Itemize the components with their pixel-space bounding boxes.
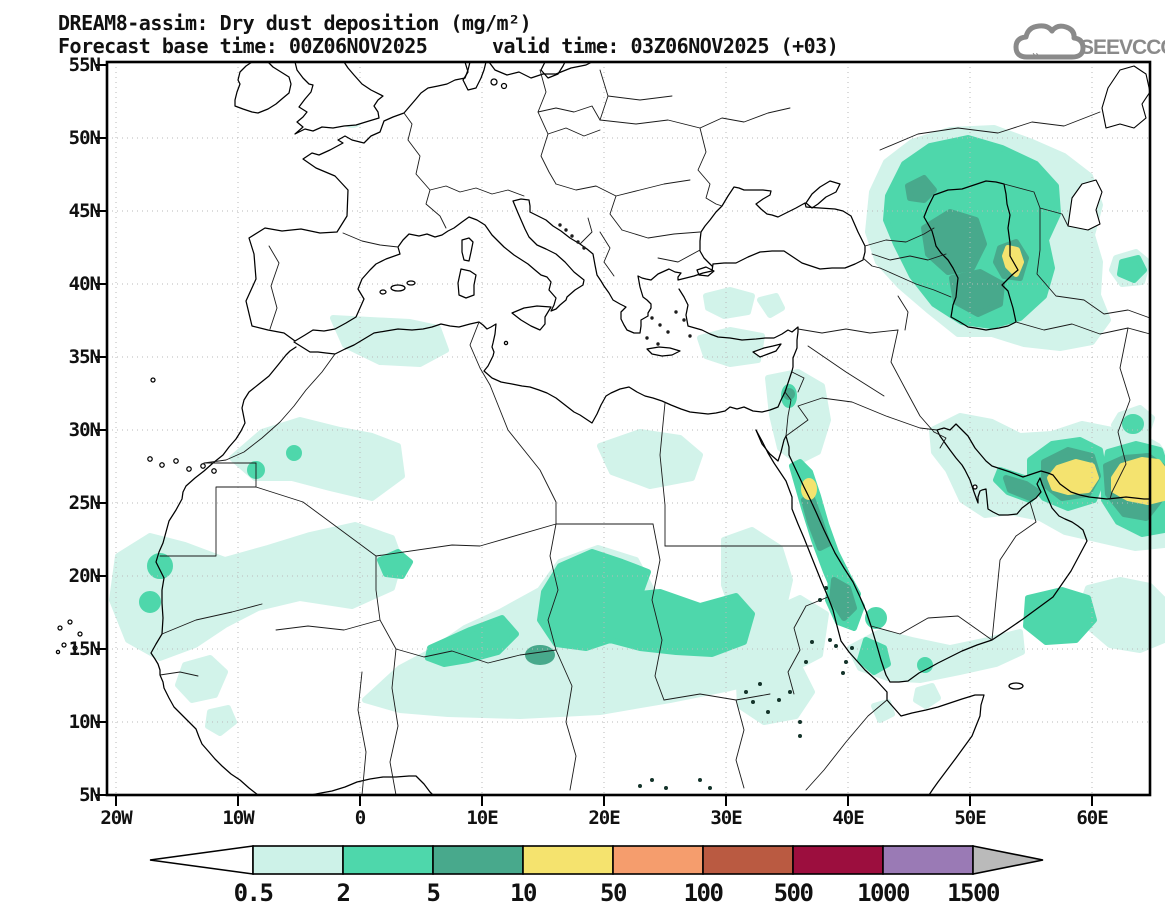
lon-tickmarks <box>115 795 1093 806</box>
colorbar-over-arrow <box>972 845 1044 875</box>
coast-denmark <box>462 61 487 91</box>
lat-tick-label: 30N <box>69 419 101 441</box>
colorbar-segment <box>252 845 344 875</box>
coast-baltic <box>488 61 593 79</box>
borders-layer <box>159 69 1151 796</box>
lon-tick-label: 10W <box>222 807 255 829</box>
island-sardinia <box>457 268 477 299</box>
colorbar-segment <box>792 845 884 875</box>
lake-aral-north <box>1101 65 1151 129</box>
lat-tick-label: 10N <box>69 711 101 733</box>
lake-aral-west <box>1067 179 1103 231</box>
header: DREAM8-assim: Dry dust deposition (mg/m²… <box>58 11 1165 64</box>
coast-sweden-tip <box>540 61 566 79</box>
coast-atlantic-africa <box>150 346 297 796</box>
coast-gulf-of-guinea <box>310 775 434 796</box>
colorbar-segment <box>612 845 704 875</box>
colorbar-tick-label: 1000 <box>857 879 910 907</box>
colorbar-segment <box>702 845 794 875</box>
island-malta <box>503 340 509 346</box>
colorbar-tick-label: 0.5 <box>234 879 273 907</box>
lon-tick-label: 40E <box>832 807 864 829</box>
coastlines-layer <box>150 61 1151 796</box>
coast-sea-of-marmara <box>696 266 715 277</box>
coast-iberia-nw-europe <box>245 61 471 342</box>
lat-tick-label: 5N <box>79 784 100 806</box>
forecast-base-time: Forecast base time: 00Z06NOV2025 <box>58 34 427 58</box>
coast-arabia <box>785 429 1088 683</box>
seevccc-logo: » SEEVCCC <box>1013 23 1165 64</box>
island-specks <box>558 223 692 346</box>
colorbar-segment <box>882 845 974 875</box>
colorbar-labels: 0.5 2 5 10 50 100 500 1000 1500 <box>234 879 1002 907</box>
coast-sinai <box>755 429 787 462</box>
island-mallorca <box>390 284 406 292</box>
colorbar-tick-label: 100 <box>684 879 724 907</box>
island-madeira <box>150 377 156 383</box>
coast-sea-of-azov <box>805 180 841 209</box>
coast-iran-gulf <box>936 423 1151 500</box>
coast-black-sea <box>699 186 866 270</box>
coast-redsea-west-somalia <box>755 429 985 796</box>
lon-tick-label: 60E <box>1076 807 1108 829</box>
page-title: DREAM8-assim: Dry dust deposition (mg/m²… <box>58 11 531 35</box>
colorbar-segment <box>342 845 434 875</box>
lon-tick-label: 0 <box>355 807 366 829</box>
lat-axis-labels: 55N 50N 45N 40N 35N 30N 25N 20N 15N 10N … <box>69 54 102 806</box>
coast-anatolia-levant-nafrica <box>293 288 799 424</box>
lat-tick-label: 15N <box>69 638 101 660</box>
lat-tick-label: 25N <box>69 492 101 514</box>
colorbar-segment <box>432 845 524 875</box>
colorbar-tick-label: 500 <box>774 879 814 907</box>
island-corsica <box>461 237 474 262</box>
valid-time: valid time: 03Z06NOV2025 (+03) <box>492 34 838 58</box>
colorbar-tick-label: 10 <box>510 879 537 907</box>
colorbar-tick-label: 1500 <box>947 879 1000 907</box>
lat-tick-label: 20N <box>69 565 101 587</box>
island-cyprus <box>752 343 782 358</box>
colorbar-tick-label: 5 <box>427 879 440 907</box>
lon-tick-label: 20E <box>588 807 620 829</box>
island-ireland <box>234 61 292 114</box>
colorbar-segment <box>522 845 614 875</box>
danish-islands <box>490 78 508 90</box>
island-menorca <box>406 280 416 286</box>
lat-tick-label: 40N <box>69 273 101 295</box>
cloud-icon <box>1013 23 1086 60</box>
lat-tick-label: 35N <box>69 346 101 368</box>
colorbar-tick-label: 2 <box>337 879 350 907</box>
island-britain <box>294 61 384 135</box>
lat-tick-label: 50N <box>69 127 101 149</box>
lon-tick-label: 50E <box>954 807 986 829</box>
dust-specks <box>638 586 854 790</box>
chevrons-icon: » <box>1032 45 1041 64</box>
canary-islands <box>147 456 217 474</box>
lon-tick-label: 20W <box>100 807 133 829</box>
lon-tick-label: 30E <box>710 807 742 829</box>
lon-axis-labels: 20W 10W 0 10E 20E 30E 40E 50E 60E <box>100 807 1109 829</box>
colorbar-under-arrow <box>149 845 254 875</box>
island-sicily <box>511 305 552 331</box>
graticule <box>107 62 1150 795</box>
colorbar-tick-label: 50 <box>600 879 627 907</box>
lon-tick-label: 10E <box>466 807 498 829</box>
coast-mediterranean-north <box>294 198 714 342</box>
islands-layer <box>55 61 1151 690</box>
lat-tick-label: 55N <box>69 54 101 76</box>
cape-verde-islands <box>55 619 83 655</box>
island-bahrain <box>972 484 978 490</box>
island-crete <box>646 346 681 357</box>
lat-tickmarks <box>96 64 107 796</box>
plot-frame <box>105 60 1152 797</box>
island-socotra <box>1008 682 1024 690</box>
island-ibiza <box>379 289 387 295</box>
logo-text: SEEVCCC <box>1080 36 1165 59</box>
lat-tick-label: 45N <box>69 200 101 222</box>
colorbar: 0.5 2 5 10 50 100 500 1000 1500 <box>149 845 1044 907</box>
